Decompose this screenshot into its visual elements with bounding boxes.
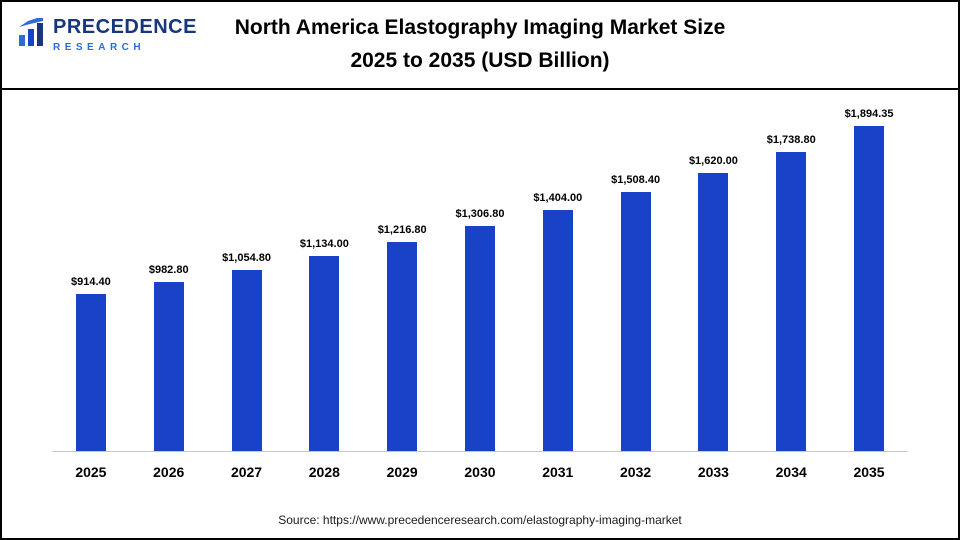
bar-value-label: $1,054.80 <box>222 252 271 264</box>
logo-text: PRECEDENCE RESEARCH <box>53 16 197 53</box>
bar-group: $1,894.35 <box>830 108 908 451</box>
bar-value-label: $1,738.80 <box>766 134 816 146</box>
bar-group: $1,306.80 <box>441 208 519 451</box>
x-axis-label: 2032 <box>620 464 652 480</box>
bar-value-label: $1,894.35 <box>844 108 894 120</box>
page-title: North America Elastography Imaging Marke… <box>122 12 838 77</box>
x-axis-label: 2029 <box>386 464 418 480</box>
source-attribution: Source: https://www.precedenceresearch.c… <box>278 513 682 527</box>
bar-value-label: $1,508.40 <box>611 174 661 186</box>
page-title-line2: 2025 to 2035 (USD Billion) <box>350 48 610 72</box>
bar-group: $1,404.00 <box>519 192 597 451</box>
bar-group: $1,738.80 <box>752 134 830 451</box>
bar <box>309 256 340 451</box>
bar <box>231 270 262 451</box>
bar <box>776 152 807 451</box>
bar <box>698 173 729 451</box>
bar-group: $1,508.40 <box>597 174 675 451</box>
bar-group: $1,216.80 <box>363 224 441 451</box>
page-title-line1: North America Elastography Imaging Marke… <box>234 16 726 39</box>
bar-group: $1,054.80 <box>208 252 286 451</box>
precedence-logo-icon <box>19 18 43 46</box>
bar <box>153 282 184 451</box>
bar-value-label: $1,620.00 <box>688 155 738 167</box>
bar-value-label: $914.40 <box>71 276 111 288</box>
logo-subtext: RESEARCH <box>53 42 146 53</box>
x-axis-label: 2034 <box>775 464 807 480</box>
bar-group: $982.80 <box>130 264 208 451</box>
bar-value-label: $1,216.80 <box>377 224 427 236</box>
bar-group: $1,620.00 <box>675 155 753 451</box>
x-axis-label: 2027 <box>230 464 263 480</box>
precedence-logo: PRECEDENCE RESEARCH <box>18 16 197 53</box>
x-axis-label: 2031 <box>542 464 574 480</box>
bar <box>75 294 106 451</box>
bar-value-label: $982.80 <box>148 264 189 276</box>
logo-wordmark: PRECEDENCE <box>53 16 197 38</box>
bar <box>387 242 418 451</box>
bar-group: $914.40 <box>52 276 130 451</box>
bar-value-label: $1,404.00 <box>533 192 583 204</box>
x-axis-label: 2025 <box>75 464 107 480</box>
bar-value-label: $1,306.80 <box>455 208 505 220</box>
bar-value-label: $1,134.00 <box>299 238 349 250</box>
x-axis-label: 2033 <box>697 464 729 480</box>
bar <box>620 192 651 451</box>
x-axis: 2025 2026 2027 2028 2029 2030 2031 2032 2033 2034… <box>52 452 908 492</box>
header: PRECEDENCE RESEARCH North America Elasto… <box>2 2 958 90</box>
x-axis-label: 2026 <box>153 464 185 480</box>
bar <box>542 210 573 451</box>
bar <box>464 226 495 451</box>
bar-chart: $914.40 $982.80 $1,054.80 $1,134.00 $1,216.8… <box>52 97 908 492</box>
plot-area: $914.40 $982.80 $1,054.80 $1,134.00 $1,216.8… <box>52 97 908 452</box>
x-axis-label: 2028 <box>308 464 340 480</box>
x-axis-label: 2035 <box>853 464 885 480</box>
bar <box>854 126 885 451</box>
bar-group: $1,134.00 <box>285 238 363 451</box>
x-axis-label: 2030 <box>464 464 496 480</box>
